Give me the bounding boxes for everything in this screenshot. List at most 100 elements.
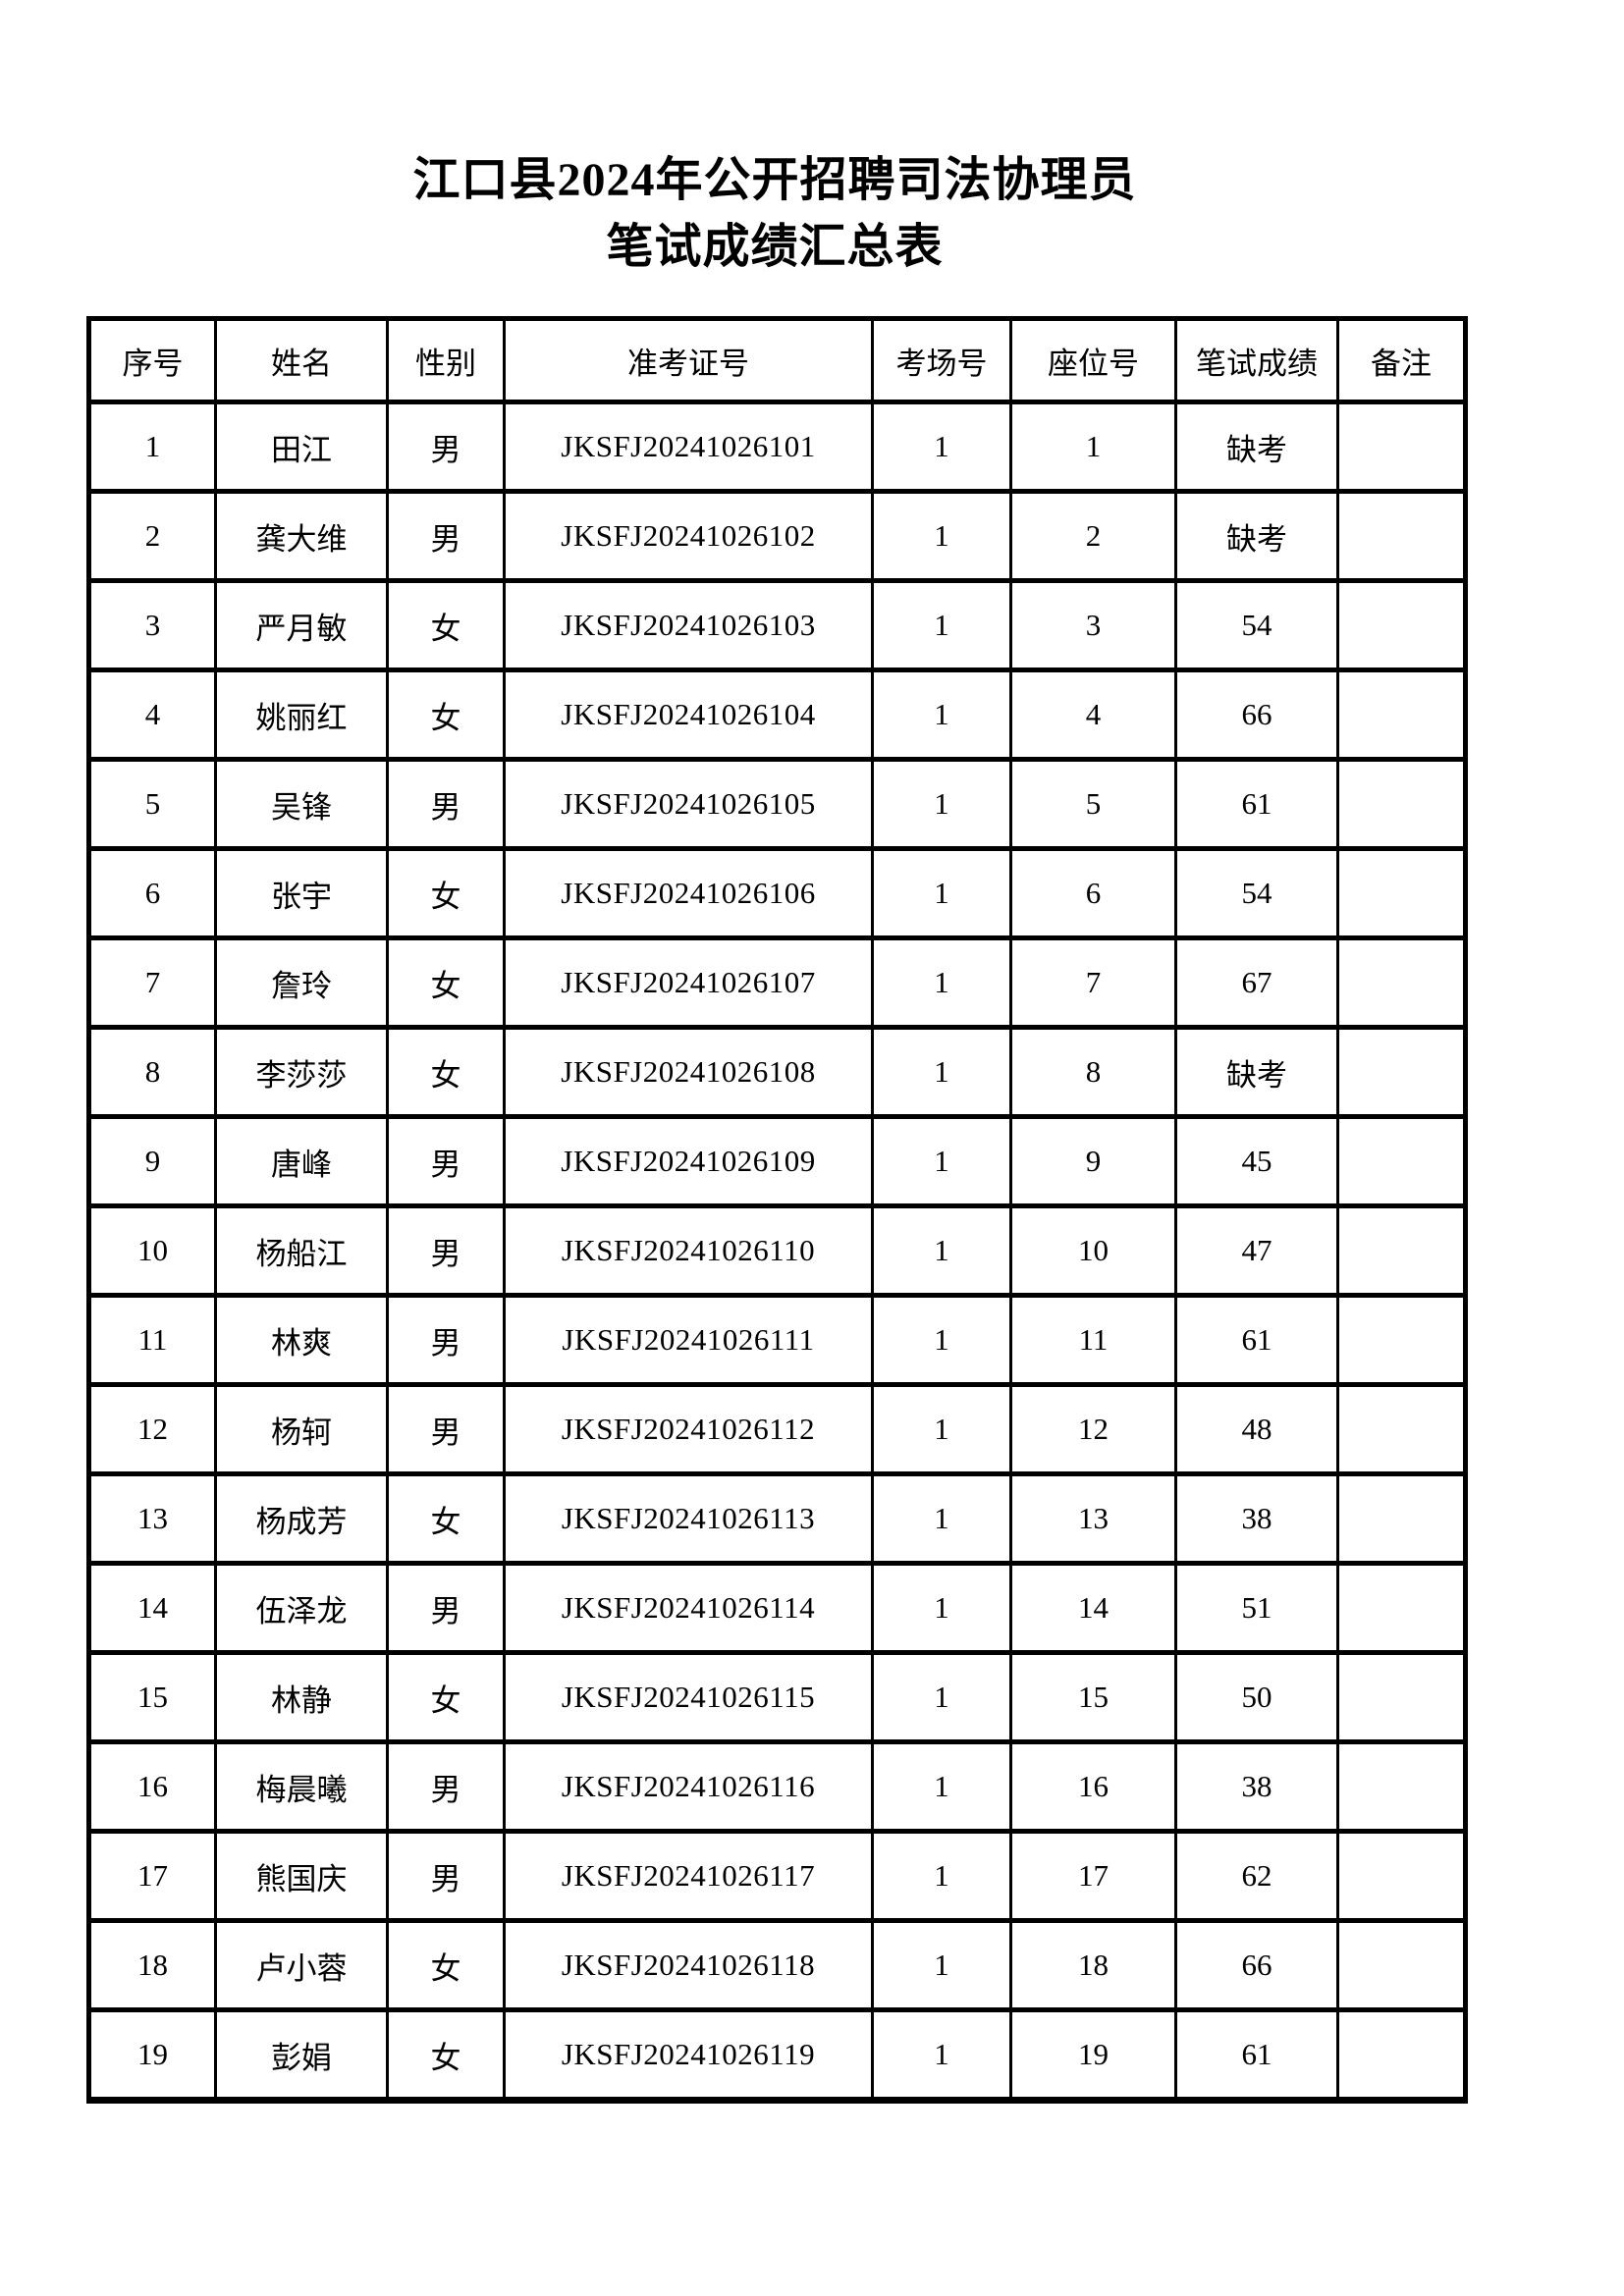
content-area: 江口县2024年公开招聘司法协理员 笔试成绩汇总表 序号 姓名 性别 准考证号 … [86, 0, 1468, 2104]
cell-remarks [1336, 1203, 1467, 1298]
cell-gender: 女 [386, 1650, 506, 1744]
cell-name: 杨轲 [214, 1382, 389, 1476]
cell-score: 61 [1174, 1293, 1339, 1387]
col-header-written-score: 笔试成绩 [1174, 316, 1339, 404]
cell-gender: 女 [386, 1025, 506, 1119]
cell-index: 13 [87, 1471, 217, 1566]
cell-remarks [1336, 1829, 1467, 1923]
cell-ticket: JKSFJ20241026115 [503, 1650, 874, 1744]
cell-score: 62 [1174, 1829, 1339, 1923]
cell-remarks [1336, 2007, 1467, 2103]
cell-score: 54 [1174, 846, 1339, 940]
cell-name: 李莎莎 [214, 1025, 389, 1119]
cell-room: 1 [871, 1025, 1012, 1119]
cell-gender: 女 [386, 578, 506, 672]
cell-room: 1 [871, 1561, 1012, 1655]
cell-remarks [1336, 1918, 1467, 2012]
cell-ticket: JKSFJ20241026118 [503, 1918, 874, 2012]
table-row: 1 田江男 JKSFJ20241026101 1 1 缺考 [87, 400, 1467, 494]
table-row: 2 龚大维男 JKSFJ20241026102 1 2 缺考 [87, 489, 1467, 583]
cell-remarks [1336, 1471, 1467, 1566]
cell-name: 卢小蓉 [214, 1918, 389, 2012]
cell-remarks [1336, 400, 1467, 494]
cell-remarks [1336, 1382, 1467, 1476]
page-title-line-2: 笔试成绩汇总表 [606, 221, 944, 273]
cell-seat: 5 [1009, 757, 1177, 851]
cell-room: 1 [871, 489, 1012, 583]
cell-room: 1 [871, 935, 1012, 1030]
cell-seat: 19 [1009, 2007, 1177, 2103]
cell-index: 11 [87, 1293, 217, 1387]
cell-remarks [1336, 667, 1467, 762]
cell-gender: 男 [386, 1293, 506, 1387]
cell-gender: 女 [386, 1918, 506, 2012]
table-row: 8 李莎莎女 JKSFJ20241026108 1 8 缺考 [87, 1025, 1467, 1119]
cell-gender: 女 [386, 935, 506, 1030]
cell-seat: 4 [1009, 667, 1177, 762]
cell-ticket: JKSFJ20241026117 [503, 1829, 874, 1923]
cell-ticket: JKSFJ20241026111 [503, 1293, 874, 1387]
cell-ticket: JKSFJ20241026104 [503, 667, 874, 762]
cell-seat: 17 [1009, 1829, 1177, 1923]
cell-index: 16 [87, 1739, 217, 1834]
cell-score: 51 [1174, 1561, 1339, 1655]
cell-room: 1 [871, 667, 1012, 762]
table-row: 18 卢小蓉女 JKSFJ20241026118 1 18 66 [87, 1918, 1467, 2012]
table-row: 19 彭娟女 JKSFJ20241026119 1 19 61 [87, 2007, 1467, 2103]
table-row: 11 林爽男 JKSFJ20241026111 1 11 61 [87, 1293, 1467, 1387]
cell-gender: 女 [386, 1471, 506, 1566]
cell-name: 田江 [214, 400, 389, 494]
cell-remarks [1336, 489, 1467, 583]
cell-ticket: JKSFJ20241026113 [503, 1471, 874, 1566]
page-title: 江口县2024年公开招聘司法协理员 笔试成绩汇总表 [86, 147, 1463, 281]
table-row: 17 熊国庆男 JKSFJ20241026117 1 17 62 [87, 1829, 1467, 1923]
cell-ticket: JKSFJ20241026110 [503, 1203, 874, 1298]
cell-index: 7 [87, 935, 217, 1030]
cell-score: 54 [1174, 578, 1339, 672]
cell-name: 吴锋 [214, 757, 389, 851]
cell-score: 缺考 [1174, 489, 1339, 583]
cell-remarks [1336, 1650, 1467, 1744]
cell-gender: 男 [386, 1382, 506, 1476]
table-row: 16 梅晨曦男 JKSFJ20241026116 1 16 38 [87, 1739, 1467, 1834]
cell-room: 1 [871, 1918, 1012, 2012]
col-header-name: 姓名 [214, 316, 389, 404]
cell-room: 1 [871, 1739, 1012, 1834]
table-row: 13 杨成芳女 JKSFJ20241026113 1 13 38 [87, 1471, 1467, 1566]
table-row: 15 林静女 JKSFJ20241026115 1 15 50 [87, 1650, 1467, 1744]
cell-remarks [1336, 578, 1467, 672]
cell-index: 15 [87, 1650, 217, 1744]
cell-gender: 男 [386, 489, 506, 583]
cell-remarks [1336, 1114, 1467, 1208]
cell-score: 38 [1174, 1471, 1339, 1566]
cell-seat: 8 [1009, 1025, 1177, 1119]
cell-score: 61 [1174, 2007, 1339, 2103]
cell-seat: 10 [1009, 1203, 1177, 1298]
cell-score: 缺考 [1174, 400, 1339, 494]
table-row: 7 詹玲女 JKSFJ20241026107 1 7 67 [87, 935, 1467, 1030]
cell-name: 姚丽红 [214, 667, 389, 762]
table-row: 10 杨船江男 JKSFJ20241026110 1 10 47 [87, 1203, 1467, 1298]
cell-score: 47 [1174, 1203, 1339, 1298]
cell-room: 1 [871, 400, 1012, 494]
cell-gender: 男 [386, 1829, 506, 1923]
cell-room: 1 [871, 757, 1012, 851]
cell-ticket: JKSFJ20241026102 [503, 489, 874, 583]
cell-remarks [1336, 757, 1467, 851]
cell-gender: 女 [386, 846, 506, 940]
cell-ticket: JKSFJ20241026105 [503, 757, 874, 851]
col-header-gender: 性别 [386, 316, 506, 404]
cell-remarks [1336, 1025, 1467, 1119]
cell-ticket: JKSFJ20241026107 [503, 935, 874, 1030]
cell-seat: 11 [1009, 1293, 1177, 1387]
page-title-line-1: 江口县2024年公开招聘司法协理员 [412, 154, 1137, 206]
table-row: 5 吴锋男 JKSFJ20241026105 1 5 61 [87, 757, 1467, 851]
cell-seat: 16 [1009, 1739, 1177, 1834]
table-row: 3 严月敏女 JKSFJ20241026103 1 3 54 [87, 578, 1467, 672]
cell-ticket: JKSFJ20241026106 [503, 846, 874, 940]
cell-name: 熊国庆 [214, 1829, 389, 1923]
cell-ticket: JKSFJ20241026112 [503, 1382, 874, 1476]
cell-ticket: JKSFJ20241026108 [503, 1025, 874, 1119]
cell-name: 唐峰 [214, 1114, 389, 1208]
cell-gender: 男 [386, 1203, 506, 1298]
